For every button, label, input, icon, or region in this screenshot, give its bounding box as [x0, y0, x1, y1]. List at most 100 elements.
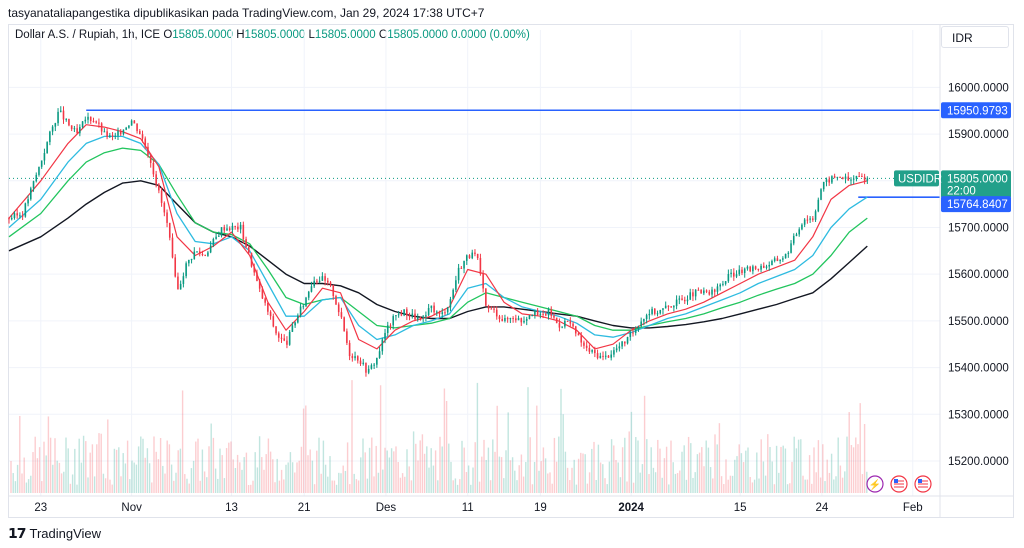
tradingview-logo[interactable]: 𝟭𝟳 TradingView	[8, 525, 101, 542]
candle-body	[795, 234, 798, 236]
candle-body	[196, 251, 198, 253]
candle-body	[193, 251, 196, 260]
candle-body	[57, 111, 59, 124]
candle-body	[174, 257, 177, 277]
candle-body	[624, 341, 626, 344]
candle-body	[547, 309, 550, 316]
level-tag-upper: 15950.9793	[947, 105, 1008, 117]
candle-body	[509, 318, 512, 320]
candle-body	[534, 310, 536, 315]
candle-body	[43, 153, 46, 161]
candle-body	[558, 323, 561, 328]
legend-low-value: 15805.0000	[314, 29, 376, 41]
candle-body	[215, 236, 217, 240]
candle-body	[280, 337, 283, 339]
candle-body	[670, 306, 672, 308]
moving-averages	[8, 124, 868, 350]
candle-body	[659, 309, 662, 314]
candle-body	[119, 130, 122, 135]
candle-body	[13, 213, 16, 218]
candle-body	[733, 272, 735, 277]
candle-body	[373, 364, 375, 366]
candle-body	[79, 127, 81, 134]
candle-body	[452, 289, 454, 300]
candle-body	[637, 326, 640, 330]
candle-body	[504, 318, 506, 321]
candle-body	[228, 228, 231, 230]
candle-body	[643, 319, 645, 322]
countdown-tag: 22:00	[947, 185, 976, 197]
candle-body	[204, 254, 206, 256]
currency-selector[interactable]: IDR	[941, 26, 1009, 48]
candle-body	[411, 313, 414, 316]
candle-body	[171, 237, 174, 258]
candle-body	[482, 273, 484, 289]
candle-body	[430, 305, 433, 309]
candle-body	[275, 326, 277, 334]
chart-frame[interactable]	[8, 24, 1014, 518]
volume-bars	[10, 380, 868, 493]
candle-body	[632, 332, 634, 334]
candle-body	[87, 116, 89, 120]
candle-body	[640, 321, 642, 327]
candle-body	[190, 259, 193, 261]
candle-body	[621, 341, 623, 347]
candle-body	[73, 128, 76, 130]
candle-body	[392, 316, 395, 326]
candle-body	[455, 280, 457, 290]
legend-close-value: 15805.0000	[387, 29, 448, 41]
legend-close-label: C	[378, 29, 388, 41]
candle-body	[258, 280, 261, 289]
candle-body	[773, 258, 776, 261]
candle-body	[711, 289, 713, 295]
last-price-tag-bg	[941, 170, 1011, 199]
candle-body	[460, 267, 463, 269]
candle-body	[376, 357, 378, 365]
candle-body	[81, 121, 84, 128]
x-tick-label: 2024	[618, 502, 644, 514]
candle-body	[62, 110, 65, 120]
candle-body	[122, 129, 125, 135]
candle-body	[209, 245, 212, 253]
candle-body	[348, 342, 351, 357]
candle-body	[269, 311, 272, 317]
candle-body	[836, 176, 839, 178]
candle-body	[545, 313, 547, 316]
candle-body	[128, 125, 130, 128]
last-price-tag: 15805.0000	[947, 173, 1008, 185]
x-tick-label: Des	[376, 502, 397, 514]
flag-canton	[918, 479, 922, 483]
y-tick-label: 15300.0000	[948, 409, 1009, 421]
candle-body	[831, 176, 833, 183]
candle-body	[313, 280, 315, 287]
level-tag-lower-bg	[941, 196, 1011, 213]
candle-body	[539, 313, 542, 316]
candle-body	[403, 309, 405, 316]
candle-body	[512, 318, 514, 320]
candle-body	[610, 354, 612, 358]
candle-body	[329, 282, 332, 285]
candle-body	[362, 362, 365, 364]
candle-body	[340, 312, 343, 318]
candle-body	[425, 315, 427, 317]
symbol-tag-bg	[894, 170, 939, 187]
x-tick-label: 15	[734, 502, 747, 514]
y-tick-label: 15200.0000	[948, 456, 1009, 468]
candle-body	[416, 317, 419, 320]
candle-body	[234, 225, 236, 227]
x-tick-label: 11	[462, 502, 474, 514]
symbol-tag: USDIDR	[898, 173, 942, 185]
candle-body	[141, 134, 144, 139]
candle-body	[673, 306, 675, 308]
legend-low-label: L	[308, 29, 315, 41]
candle-body	[762, 265, 765, 268]
ema-black-line	[8, 180, 868, 329]
candle-body	[100, 123, 103, 132]
candle-body	[738, 269, 741, 275]
candle-body	[337, 304, 340, 313]
horizontal-levels	[9, 109, 940, 198]
candle-body	[16, 213, 18, 216]
candle-body	[694, 289, 697, 297]
candle-body	[520, 318, 523, 323]
